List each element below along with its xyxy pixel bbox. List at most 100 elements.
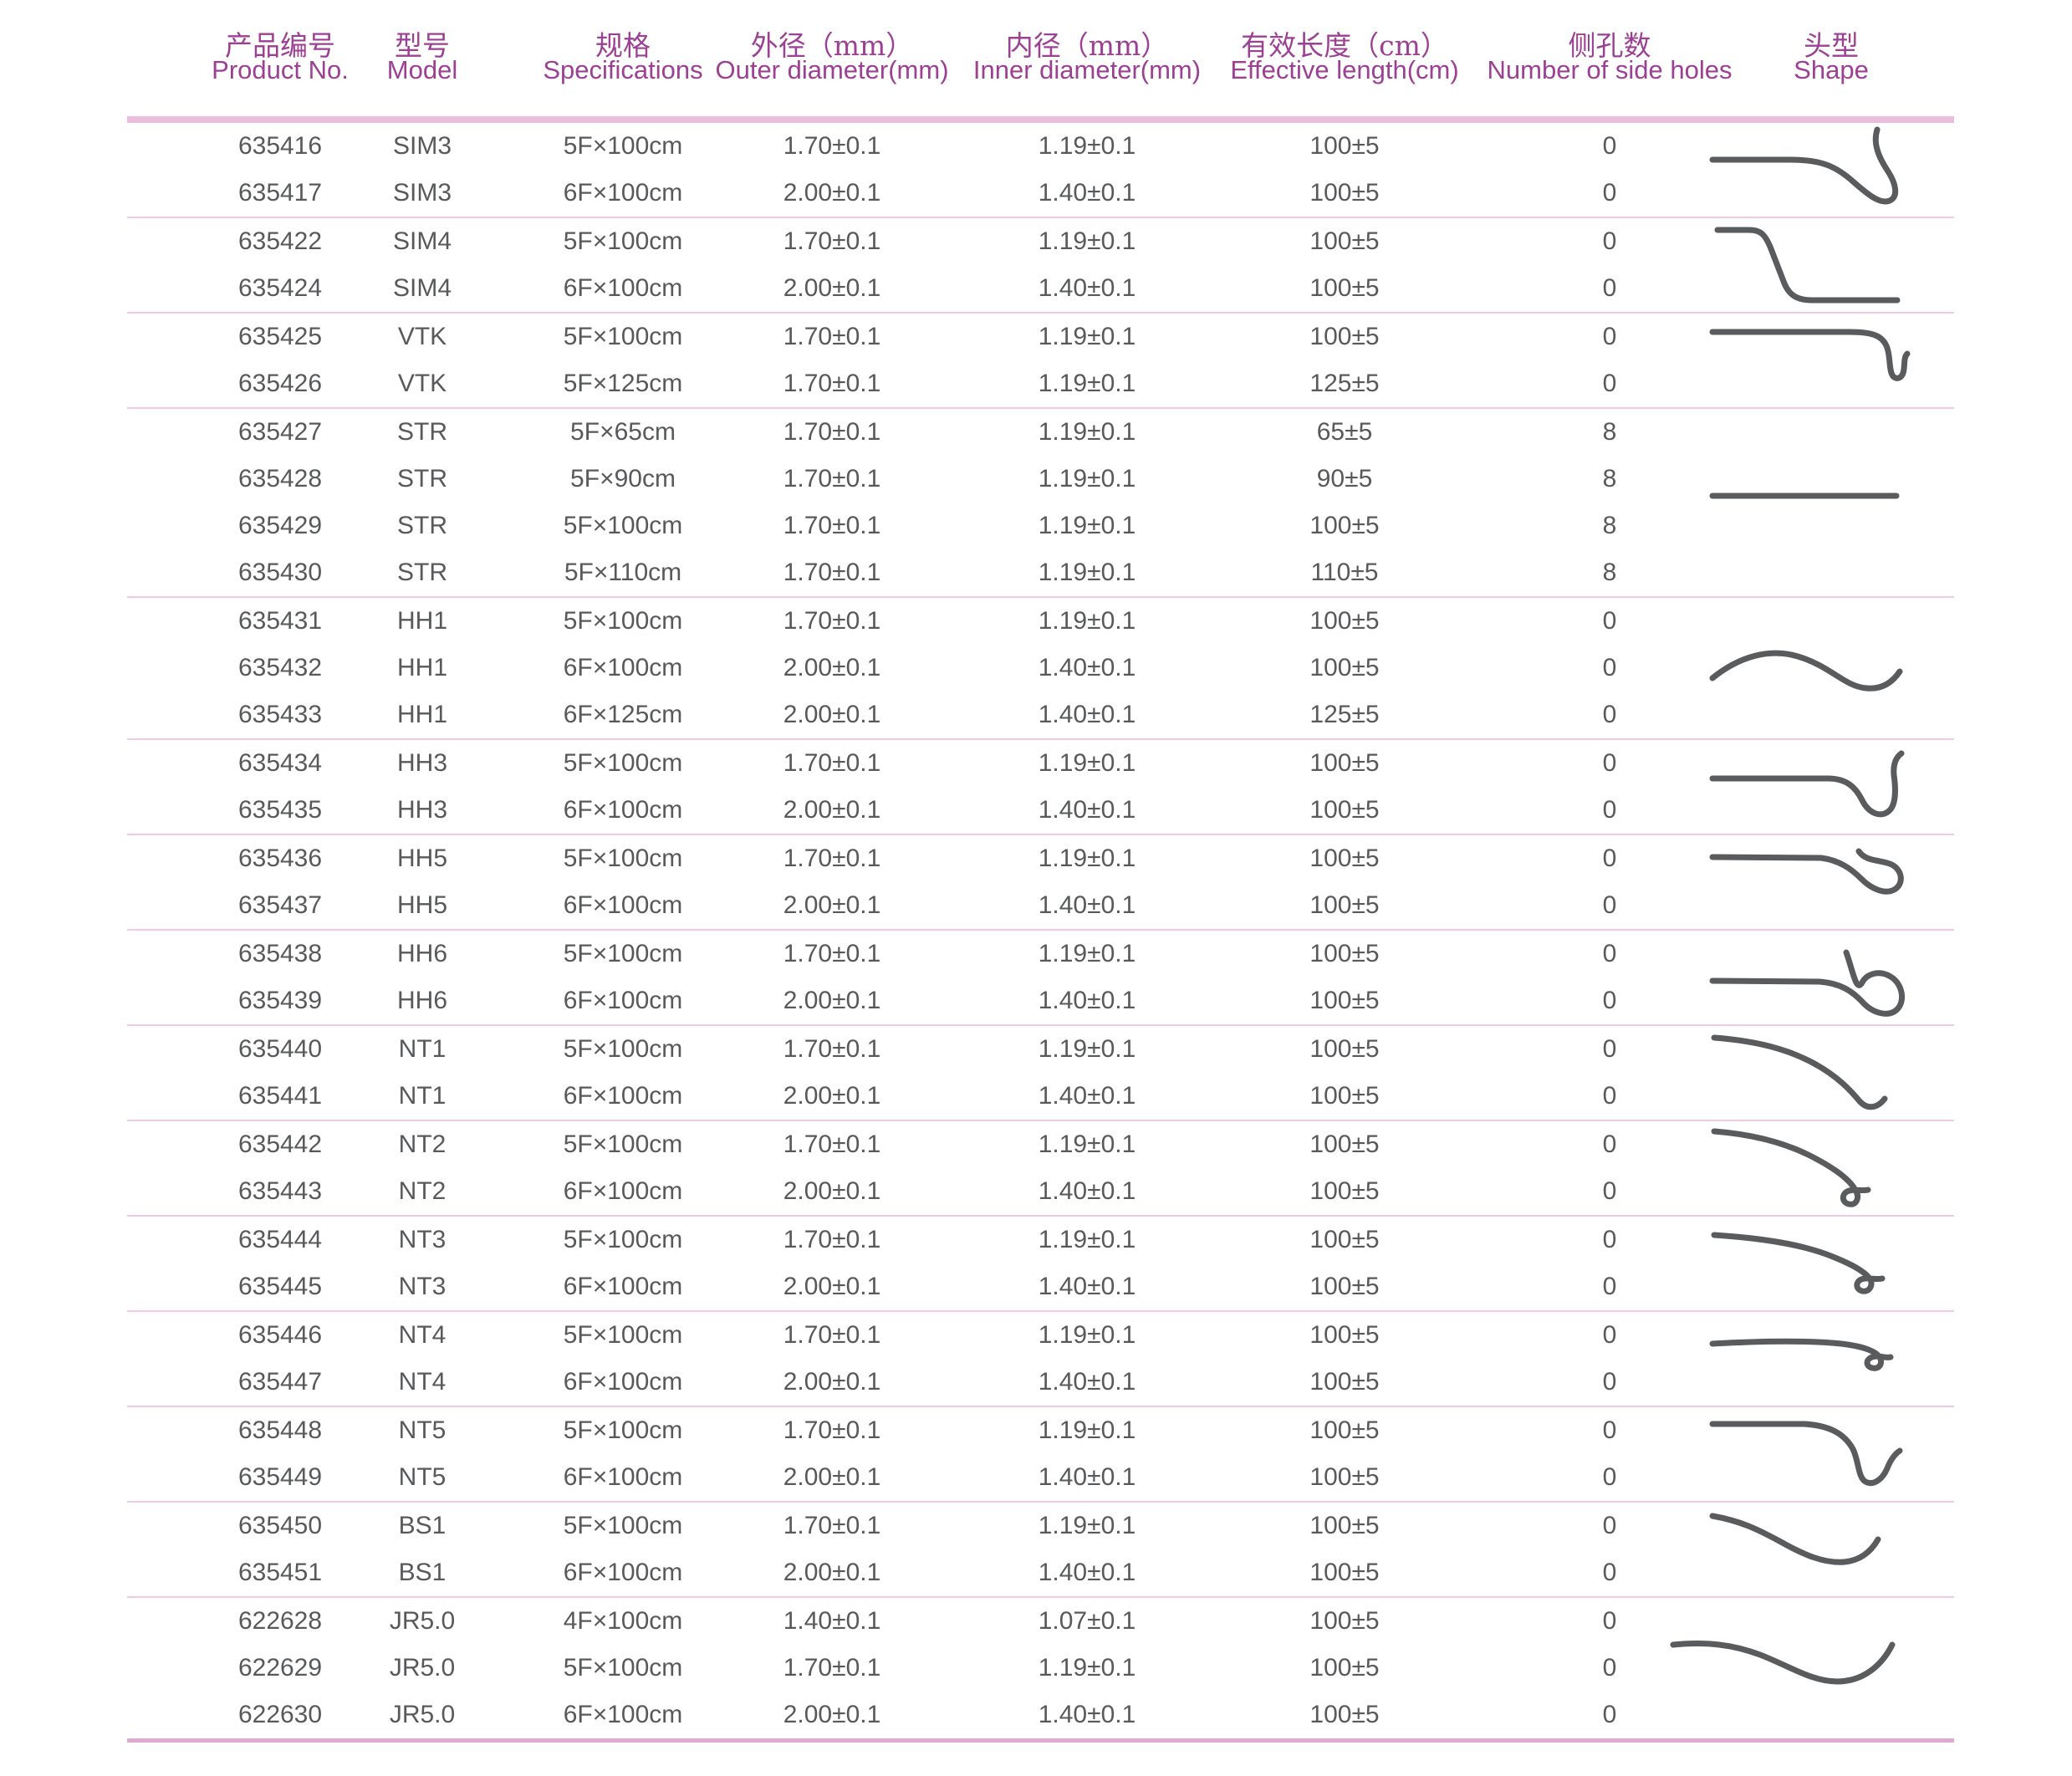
cell-inner-diameter: 1.19±0.1 — [1038, 465, 1136, 492]
cell-effective-length: 100±5 — [1309, 987, 1380, 1014]
cell-inner-diameter: 1.19±0.1 — [1038, 1226, 1136, 1253]
table-row: 635450 BS1 5F×100cm 1.70±0.1 1.19±0.1 100±5 0 — [127, 1503, 1954, 1549]
cell-outer-diameter: 2.00±0.1 — [783, 796, 881, 824]
cell-side-holes: 0 — [1602, 1368, 1617, 1396]
column-header-zh-shape: 头型 — [1804, 29, 1859, 62]
cell-inner-diameter: 1.19±0.1 — [1038, 1416, 1136, 1444]
cell-product-no: 635450 — [237, 1512, 323, 1539]
column-header-zh-specifications: 规格 — [595, 29, 651, 62]
cell-outer-diameter: 2.00±0.1 — [783, 1463, 881, 1491]
cell-specifications: 5F×100cm — [563, 227, 683, 255]
cell-specifications: 5F×90cm — [570, 465, 676, 492]
table-row: 635451 BS1 6F×100cm 2.00±0.1 1.40±0.1 100±5 0 — [127, 1549, 1954, 1596]
cell-specifications: 6F×100cm — [563, 179, 683, 207]
cell-specifications: 5F×100cm — [563, 845, 683, 872]
cell-product-no: 635431 — [237, 607, 323, 635]
column-header-en-product-no: Product No. — [212, 55, 349, 84]
cell-outer-diameter: 1.70±0.1 — [783, 845, 881, 872]
cell-specifications: 6F×125cm — [563, 701, 683, 728]
model-group-nt3: 635444 NT3 5F×100cm 1.70±0.1 1.19±0.1 100±5 0 6… — [127, 1217, 1954, 1312]
cell-inner-diameter: 1.19±0.1 — [1038, 749, 1136, 777]
cell-product-no: 635444 — [237, 1226, 323, 1253]
cell-inner-diameter: 1.19±0.1 — [1038, 607, 1136, 635]
cell-product-no: 635432 — [237, 654, 323, 681]
column-header-zh-model: 型号 — [395, 29, 450, 62]
cell-side-holes: 0 — [1602, 179, 1617, 207]
cell-product-no: 635448 — [237, 1416, 323, 1444]
cell-model: VTK — [397, 370, 447, 397]
cell-effective-length: 100±5 — [1309, 227, 1380, 255]
str-straight-tip-icon — [1709, 492, 1900, 499]
cell-specifications: 5F×100cm — [563, 607, 683, 635]
cell-inner-diameter: 1.19±0.1 — [1038, 1321, 1136, 1349]
cell-side-holes: 0 — [1602, 1321, 1617, 1349]
model-group-hh1: 635431 HH1 5F×100cm 1.70±0.1 1.19±0.1 100±5 0 6… — [127, 598, 1954, 740]
cell-model: NT3 — [398, 1273, 447, 1300]
cell-outer-diameter: 1.70±0.1 — [783, 1226, 881, 1253]
cell-outer-diameter: 1.70±0.1 — [783, 370, 881, 397]
sim3-tip-curve-icon — [1709, 126, 1899, 205]
cell-product-no: 635441 — [237, 1082, 323, 1110]
cell-outer-diameter: 1.70±0.1 — [783, 1654, 881, 1682]
cell-specifications: 5F×100cm — [563, 323, 683, 350]
cell-model: NT3 — [398, 1226, 447, 1253]
cell-product-no: 635445 — [237, 1273, 323, 1300]
cell-effective-length: 100±5 — [1309, 1463, 1380, 1491]
cell-specifications: 6F×100cm — [563, 1701, 683, 1728]
cell-inner-diameter: 1.40±0.1 — [1038, 274, 1136, 302]
cell-side-holes: 0 — [1602, 749, 1617, 777]
cell-product-no: 635425 — [237, 323, 323, 350]
cell-product-no: 635434 — [237, 749, 323, 777]
table-row: 635427 STR 5F×65cm 1.70±0.1 1.19±0.1 65±5 8 — [127, 409, 1954, 456]
cell-inner-diameter: 1.40±0.1 — [1038, 891, 1136, 919]
cell-effective-length: 100±5 — [1309, 1701, 1380, 1728]
cell-side-holes: 0 — [1602, 607, 1617, 635]
cell-product-no: 635451 — [237, 1559, 323, 1586]
model-group-nt4: 635446 NT4 5F×100cm 1.70±0.1 1.19±0.1 100±5 0 6… — [127, 1312, 1954, 1407]
column-header-zh-product-no: 产品编号 — [225, 29, 335, 62]
cell-outer-diameter: 1.70±0.1 — [783, 1512, 881, 1539]
cell-inner-diameter: 1.40±0.1 — [1038, 1368, 1136, 1396]
cell-product-no: 635443 — [237, 1177, 323, 1205]
cell-outer-diameter: 1.70±0.1 — [783, 227, 881, 255]
cell-specifications: 6F×100cm — [563, 1177, 683, 1205]
hh5-tip-loop-icon — [1709, 848, 1904, 895]
cell-product-no: 635422 — [237, 227, 323, 255]
hh6-tip-loop-icon — [1709, 949, 1906, 1017]
table-row: 635422 SIM4 5F×100cm 1.70±0.1 1.19±0.1 100±5 0 — [127, 218, 1954, 265]
model-group-sim3: 635416 SIM3 5F×100cm 1.70±0.1 1.19±0.1 100±5 0… — [127, 123, 1954, 218]
cell-effective-length: 100±5 — [1309, 1321, 1380, 1349]
cell-product-no: 635427 — [237, 418, 323, 446]
cell-inner-diameter: 1.40±0.1 — [1038, 1463, 1136, 1491]
cell-product-no: 635439 — [237, 987, 323, 1014]
hh3-tip-curve-icon — [1709, 750, 1905, 818]
cell-model: STR — [397, 559, 447, 586]
cell-product-no: 635449 — [237, 1463, 323, 1491]
model-group-jr5-0: 622628 JR5.0 4F×100cm 1.40±0.1 1.07±0.1 100±5… — [127, 1598, 1954, 1743]
cell-specifications: 5F×100cm — [563, 512, 683, 539]
cell-product-no: 635435 — [237, 796, 323, 824]
cell-inner-diameter: 1.07±0.1 — [1038, 1607, 1136, 1635]
cell-specifications: 5F×65cm — [570, 418, 676, 446]
cell-side-holes: 0 — [1602, 1607, 1617, 1635]
cell-specifications: 5F×100cm — [563, 1654, 683, 1682]
cell-effective-length: 100±5 — [1309, 891, 1380, 919]
table-row: 635445 NT3 6F×100cm 2.00±0.1 1.40±0.1 100±5 0 — [127, 1263, 1954, 1310]
cell-outer-diameter: 1.70±0.1 — [783, 940, 881, 967]
cell-inner-diameter: 1.19±0.1 — [1038, 1130, 1136, 1158]
cell-outer-diameter: 2.00±0.1 — [783, 987, 881, 1014]
model-group-nt2: 635442 NT2 5F×100cm 1.70±0.1 1.19±0.1 100±5 0 6… — [127, 1121, 1954, 1217]
table-row: 635426 VTK 5F×125cm 1.70±0.1 1.19±0.1 125±5 0 — [127, 360, 1954, 407]
cell-inner-diameter: 1.40±0.1 — [1038, 179, 1136, 207]
table-row: 635444 NT3 5F×100cm 1.70±0.1 1.19±0.1 100±5 0 — [127, 1217, 1954, 1263]
cell-specifications: 5F×100cm — [563, 749, 683, 777]
cell-inner-diameter: 1.19±0.1 — [1038, 370, 1136, 397]
cell-model: SIM3 — [392, 132, 452, 160]
table-row: 635434 HH3 5F×100cm 1.70±0.1 1.19±0.1 100±5 0 — [127, 740, 1954, 787]
cell-side-holes: 0 — [1602, 796, 1617, 824]
cell-outer-diameter: 1.70±0.1 — [783, 559, 881, 586]
cell-specifications: 5F×100cm — [563, 1226, 683, 1253]
cell-effective-length: 100±5 — [1309, 1368, 1380, 1396]
cell-specifications: 6F×100cm — [563, 274, 683, 302]
cell-effective-length: 100±5 — [1309, 749, 1380, 777]
